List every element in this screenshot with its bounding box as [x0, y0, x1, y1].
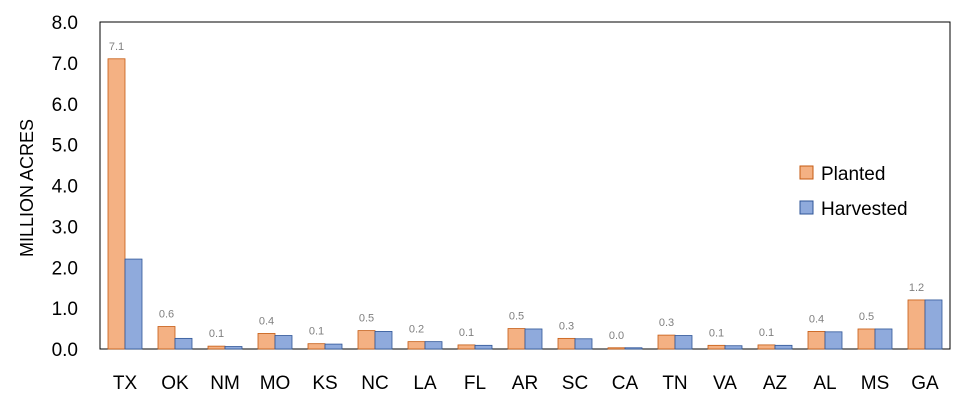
data-label-fl: 0.1	[459, 327, 474, 339]
x-tick-labels: TX OK NM MO KS NC LA FL AR SC CA TN VA AZ AL MS GA	[113, 373, 939, 394]
bar-planted-al	[807, 331, 826, 350]
bar-planted-ca	[607, 347, 626, 350]
y-tick-label: 6.0	[52, 95, 78, 116]
legend-swatch-harvested	[799, 200, 814, 215]
bar-harvested-ok	[174, 337, 193, 350]
data-label-nc: 0.5	[359, 313, 374, 325]
bar-harvested-ca	[624, 347, 643, 350]
bar-harvested-mo	[274, 335, 293, 350]
data-label-mo: 0.4	[259, 315, 274, 327]
x-tick-label-al: AL	[813, 373, 836, 394]
bar-planted-sc	[557, 337, 576, 350]
x-tick-label-nc: NC	[361, 373, 388, 394]
x-tick-label-tx: TX	[113, 373, 138, 394]
x-tick-label-az: AZ	[763, 373, 788, 394]
x-tick-label-la: LA	[413, 373, 437, 394]
bars	[107, 58, 943, 350]
bar-planted-fl	[457, 344, 476, 350]
data-labels: 7.1 0.6 0.1 0.4 0.1 0.5 0.2 0.1 0.5 0.3 0.0 0.3 0.1 0…	[109, 41, 924, 342]
y-tick-label: 4.0	[52, 177, 78, 198]
bar-harvested-la	[424, 341, 443, 350]
bar-harvested-nc	[374, 331, 393, 350]
bar-harvested-tn	[674, 335, 693, 350]
x-tick-label-ga: GA	[911, 373, 939, 394]
bar-planted-ms	[857, 328, 876, 350]
bar-planted-nc	[357, 330, 376, 350]
bar-harvested-fl	[474, 344, 493, 350]
data-label-ks: 0.1	[309, 326, 324, 338]
bar-harvested-sc	[574, 338, 593, 350]
data-label-va: 0.1	[709, 327, 724, 339]
x-tick-label-ca: CA	[612, 373, 639, 394]
bar-planted-ok	[157, 326, 176, 350]
data-label-ok: 0.6	[159, 309, 174, 321]
y-tick-label: 0.0	[52, 340, 78, 361]
y-tick-labels: 0.0 1.0 2.0 3.0 4.0 5.0 6.0 7.0 8.0	[52, 13, 78, 361]
x-tick-label-ms: MS	[861, 373, 890, 394]
bar-planted-va	[707, 344, 726, 350]
y-tick-label: 8.0	[52, 13, 78, 34]
x-tick-label-ar: AR	[512, 373, 538, 394]
bar-planted-az	[757, 344, 776, 350]
bar-harvested-ms	[874, 328, 893, 350]
x-tick-label-va: VA	[713, 373, 737, 394]
y-tick-label: 1.0	[52, 299, 78, 320]
x-tick-label-tn: TN	[662, 373, 687, 394]
data-label-al: 0.4	[809, 313, 824, 325]
bar-harvested-tx	[124, 258, 143, 350]
legend: Planted Harvested	[799, 164, 908, 220]
bar-planted-ga	[907, 299, 926, 350]
y-tick-label: 7.0	[52, 54, 78, 75]
bar-harvested-ga	[924, 299, 943, 350]
legend-label-planted: Planted	[821, 164, 885, 185]
bar-harvested-nm	[224, 346, 243, 350]
bar-planted-mo	[257, 333, 276, 350]
x-tick-label-ks: KS	[312, 373, 337, 394]
data-label-az: 0.1	[759, 327, 774, 339]
y-tick-label: 2.0	[52, 258, 78, 279]
data-label-ms: 0.5	[859, 311, 874, 323]
y-tick-label: 5.0	[52, 136, 78, 157]
data-label-tx: 7.1	[109, 41, 124, 53]
data-label-la: 0.2	[409, 324, 424, 336]
x-tick-label-ok: OK	[161, 373, 189, 394]
x-tick-label-fl: FL	[464, 373, 486, 394]
x-tick-label-nm: NM	[210, 373, 240, 394]
data-label-tn: 0.3	[659, 317, 674, 329]
legend-swatch-planted	[799, 165, 814, 180]
bar-planted-ks	[307, 343, 326, 350]
bar-harvested-al	[824, 331, 843, 350]
bar-planted-tx	[107, 58, 126, 350]
bar-planted-nm	[207, 345, 226, 350]
bar-planted-ar	[507, 328, 526, 350]
bar-harvested-va	[724, 345, 743, 350]
bar-planted-la	[407, 341, 426, 350]
bar-harvested-az	[774, 344, 793, 350]
y-tick-label: 3.0	[52, 217, 78, 238]
plot-area-frame	[99, 21, 951, 350]
data-label-sc: 0.3	[559, 320, 574, 332]
y-axis-title-group: MILLION ACRES	[17, 119, 37, 257]
bar-harvested-ks	[324, 343, 343, 350]
data-label-ca: 0.0	[609, 330, 624, 342]
data-label-nm: 0.1	[209, 328, 224, 340]
y-axis-title: MILLION ACRES	[17, 119, 37, 257]
bar-planted-tn	[657, 334, 676, 350]
x-tick-label-sc: SC	[562, 373, 588, 394]
data-label-ar: 0.5	[509, 311, 524, 323]
legend-label-harvested: Harvested	[821, 199, 908, 220]
x-tick-label-mo: MO	[260, 373, 291, 394]
bar-harvested-ar	[524, 328, 543, 350]
data-label-ga: 1.2	[909, 282, 924, 294]
